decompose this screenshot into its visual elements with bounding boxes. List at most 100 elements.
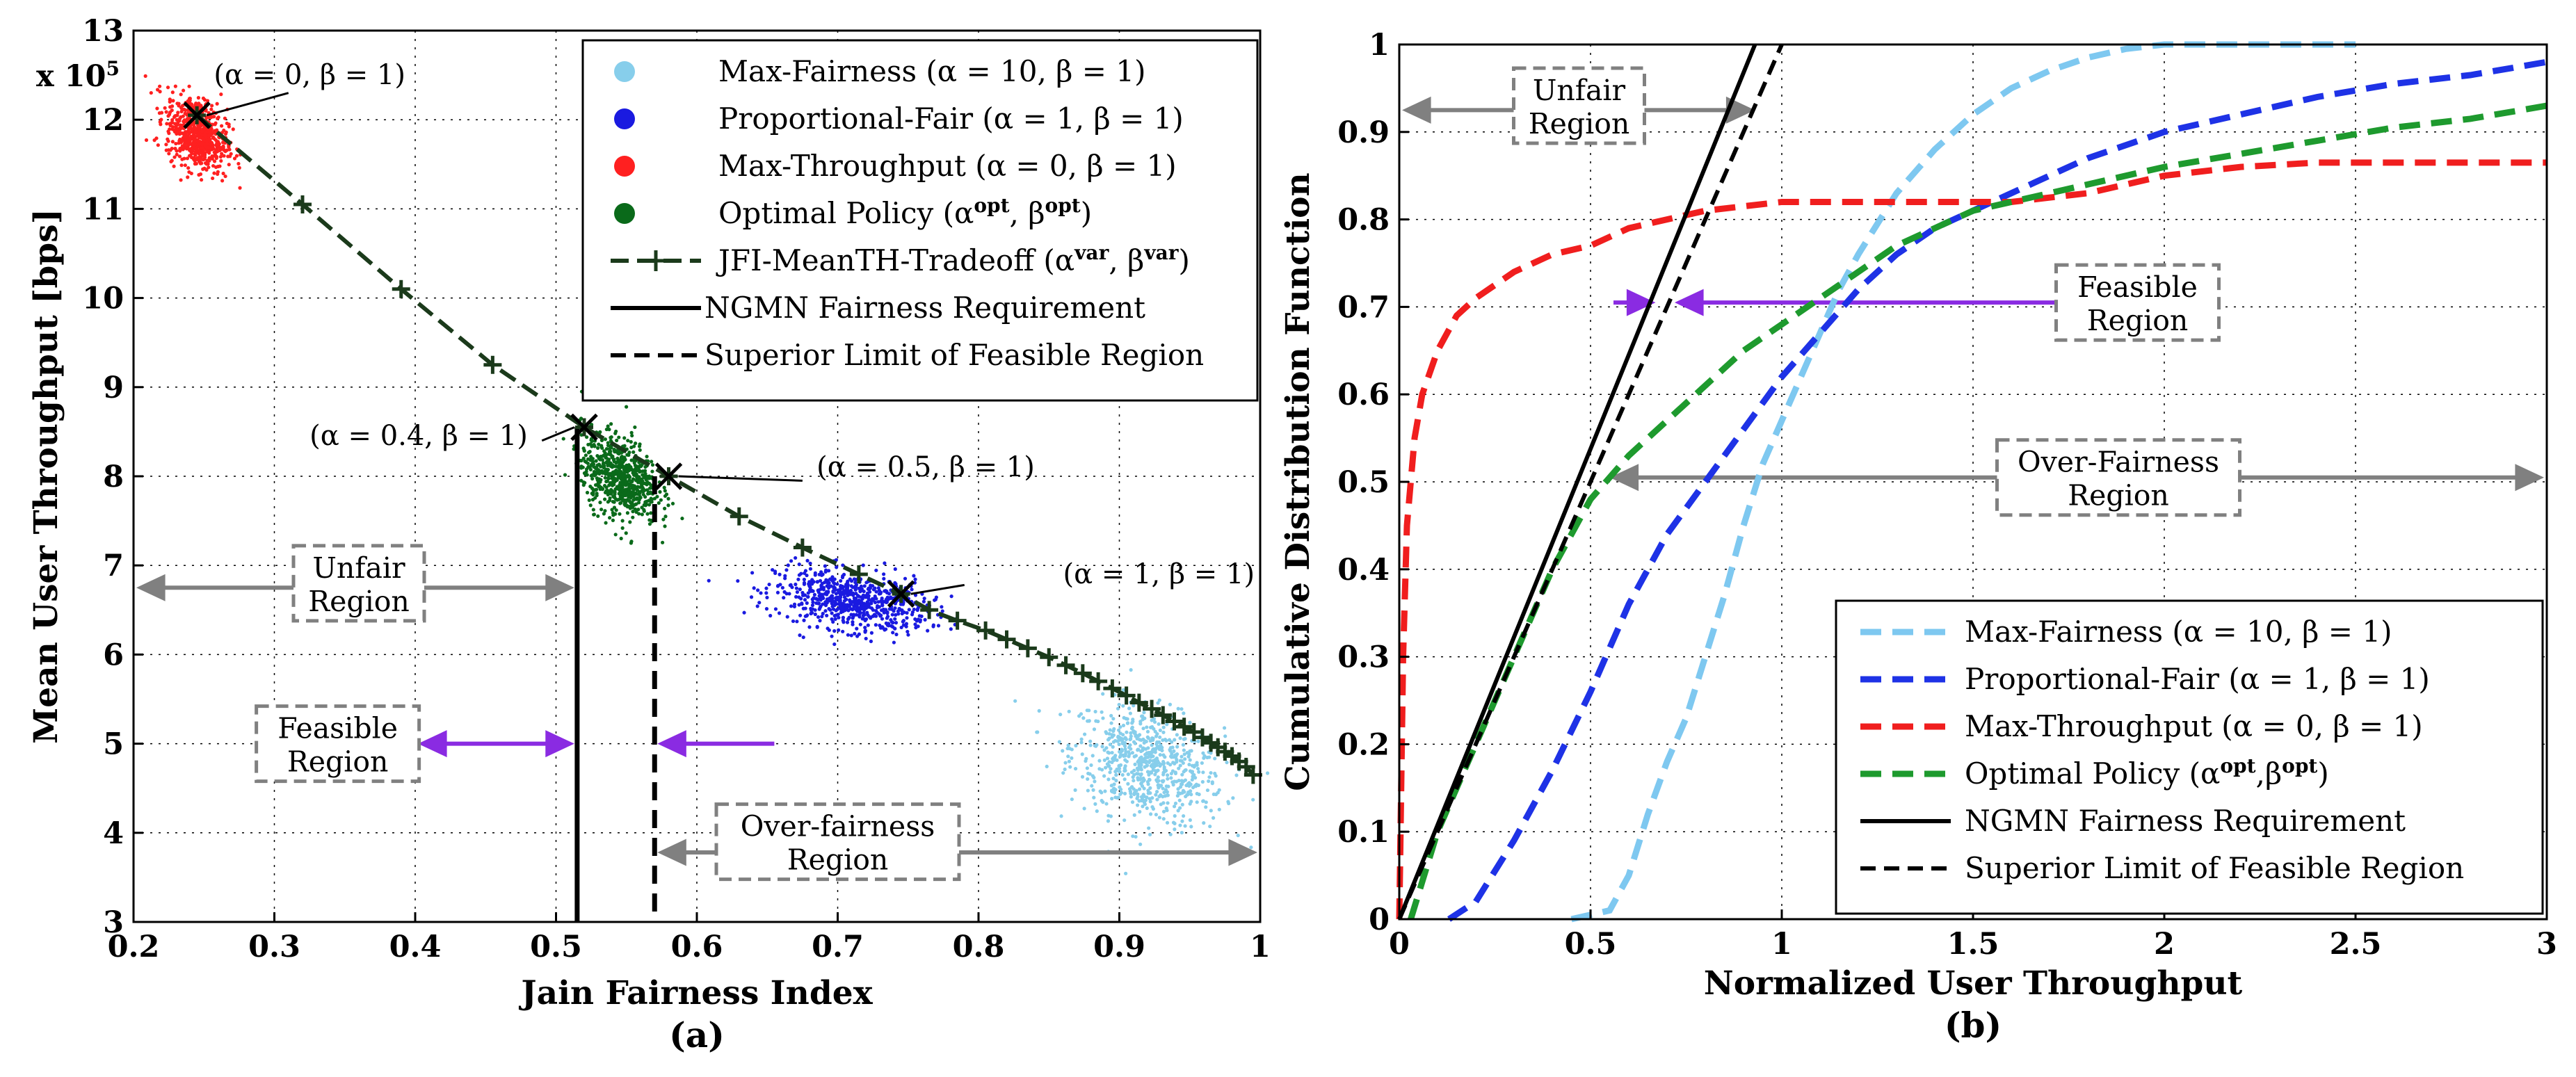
scatter-point [830, 611, 834, 615]
scatter-point [1147, 826, 1151, 830]
tradeoff-marker [920, 601, 939, 620]
scatter-point [628, 520, 632, 524]
x-tick-label: 0.3 [248, 930, 300, 964]
region-label: Unfair [312, 551, 405, 585]
scatter-point [889, 595, 893, 599]
scatter-point [1142, 800, 1147, 804]
scatter-point [207, 149, 211, 153]
scatter-point [605, 462, 610, 466]
scatter-point [219, 92, 223, 97]
scatter-point [627, 495, 631, 499]
scatter-point [1142, 786, 1146, 791]
scatter-point [841, 563, 845, 567]
scatter-point [1190, 763, 1195, 768]
scatter-point [862, 584, 867, 588]
scatter-point [166, 139, 170, 143]
scatter-point [200, 145, 204, 150]
scatter-point [628, 506, 632, 510]
scatter-point [1173, 770, 1177, 775]
scatter-point [858, 590, 862, 594]
region-box [1512, 66, 1646, 145]
scatter-point [910, 588, 914, 592]
scatter-point [1141, 718, 1145, 722]
scatter-point [807, 580, 812, 584]
scatter-point [212, 159, 217, 163]
scatter-point [625, 470, 629, 474]
y-tick-label: 9 [103, 371, 124, 405]
scatter-point [611, 476, 615, 480]
scatter-point [607, 428, 611, 432]
scatter-point [198, 121, 202, 125]
scatter-point [1111, 729, 1116, 734]
scatter-point [1118, 725, 1122, 729]
scatter-point [842, 589, 846, 593]
scatter-point [589, 423, 594, 427]
scatter-point [853, 631, 857, 635]
scatter-point [851, 585, 855, 590]
y-tick-label: 1 [1369, 28, 1390, 63]
scatter-point [587, 498, 591, 502]
scatter-point [641, 473, 645, 477]
scatter-point [854, 600, 858, 604]
scatter-point [582, 448, 586, 453]
scatter-point [880, 603, 885, 607]
scatter-point [1080, 752, 1084, 756]
tradeoff-marker [730, 507, 748, 526]
scatter-point [624, 531, 628, 535]
scatter-point [1158, 735, 1162, 739]
tradeoff-marker [392, 280, 410, 298]
scatter-point [855, 626, 859, 631]
scatter-point [186, 99, 190, 103]
scatter-point [828, 577, 832, 581]
scatter-point [1098, 789, 1102, 793]
scatter-point [612, 483, 616, 487]
scatter-point [874, 608, 878, 613]
scatter-point [590, 444, 594, 448]
scatter-point [1180, 772, 1184, 777]
scatter-point [786, 563, 790, 567]
scatter-point [1103, 766, 1108, 770]
scatter-point [200, 152, 204, 157]
scatter-point [1188, 818, 1192, 823]
scatter-point [912, 607, 916, 612]
tradeoff-marker [1129, 693, 1148, 712]
scatter-point [858, 611, 862, 616]
scatter-point [579, 458, 583, 463]
scatter-point [1090, 784, 1094, 788]
scatter-point [586, 451, 591, 455]
scatter-point [876, 600, 880, 604]
scatter-point [835, 582, 839, 586]
annotation-arrow [678, 475, 803, 482]
scatter-point [1132, 754, 1136, 759]
scatter-point [1129, 727, 1134, 731]
scatter-point [795, 590, 800, 594]
scatter-point [1114, 779, 1118, 783]
scatter-point [1211, 792, 1216, 796]
region-label: Unfair [1533, 74, 1626, 107]
scatter-point [811, 600, 815, 604]
scatter-point [234, 154, 239, 158]
scatter-point [1176, 791, 1181, 795]
scatter-point [821, 611, 825, 616]
scatter-point [803, 606, 807, 610]
scatter-point [598, 501, 602, 505]
scatter-point [606, 471, 610, 476]
scatter-point [1132, 704, 1136, 708]
x-tick-label: 0 [1389, 927, 1410, 962]
scatter-point [832, 585, 837, 590]
scatter-point [1090, 774, 1095, 778]
scatter-point [596, 514, 600, 518]
scatter-point [880, 617, 885, 621]
scatter-point [613, 431, 618, 435]
scatter-point [645, 488, 650, 492]
scatter-point [1205, 788, 1210, 793]
scatter-point [1173, 738, 1177, 742]
scatter-point [595, 493, 599, 498]
scatter-point [1118, 770, 1122, 774]
scatter-point [194, 147, 199, 151]
scatter-point [202, 98, 207, 102]
scatter-point [1141, 727, 1145, 731]
scatter-point [1057, 740, 1061, 744]
scatter-point [219, 124, 224, 128]
